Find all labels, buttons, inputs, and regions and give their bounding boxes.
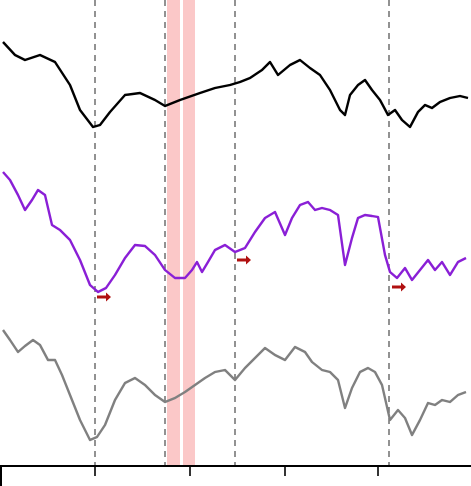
highlight-band bbox=[183, 0, 195, 466]
arrow bbox=[97, 292, 111, 302]
series-line bbox=[2, 41, 469, 129]
arrow bbox=[237, 255, 251, 265]
arrow bbox=[392, 282, 406, 292]
series-line bbox=[2, 329, 467, 442]
series-line bbox=[2, 171, 467, 294]
highlight-band bbox=[167, 0, 180, 466]
